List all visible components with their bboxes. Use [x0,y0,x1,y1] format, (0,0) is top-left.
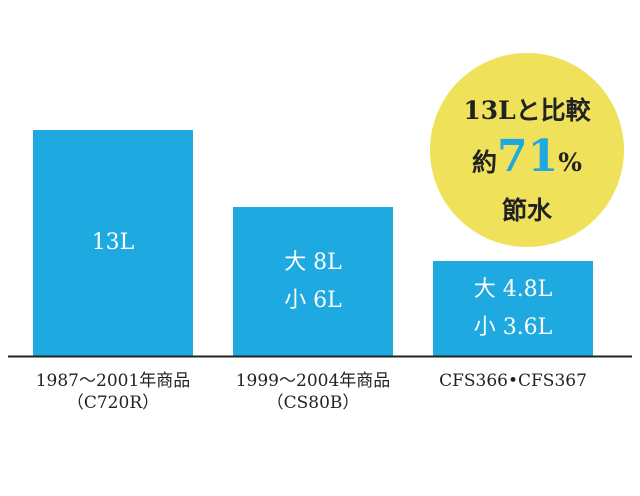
bar-value-text: 大 8L [284,249,342,275]
category-label-line: 1999〜2004年商品 [235,371,391,391]
bar-value-label: 大 8L 小 6L [233,244,393,320]
bar-value-text: 13L [91,230,135,255]
category-label-line: CFS366•CFS367 [439,371,587,391]
bar-value-label: 大 4.8L 小 3.6L [433,271,593,347]
savings-badge: 13Lと比較 約71% 節水 [430,53,624,247]
category-label-line: （CS80B） [266,393,360,413]
category-label: 1999〜2004年商品 （CS80B） [213,370,413,414]
category-label: 1987〜2001年商品 （C720R） [13,370,213,414]
badge-comparison: 13Lと比較 [463,96,591,125]
bar-value-text: 小 6L [284,287,342,313]
badge-savings: 節水 [501,196,552,225]
bar-value-label: 13L [33,224,193,262]
category-label: CFS366•CFS367 [413,370,613,392]
bar-value-text: 小 3.6L [473,314,553,340]
bar [433,261,593,356]
badge-prefix: 約 [471,148,497,177]
category-label-line: （C720R） [66,393,160,413]
bar-value-text: 大 4.8L [473,276,553,302]
category-label-line: 1987〜2001年商品 [35,371,191,391]
badge-percent-line: 約71% [430,131,624,182]
badge-suffix: % [558,148,582,177]
badge-percent: 71 [497,131,559,182]
bar [233,207,393,356]
bar [33,130,193,356]
